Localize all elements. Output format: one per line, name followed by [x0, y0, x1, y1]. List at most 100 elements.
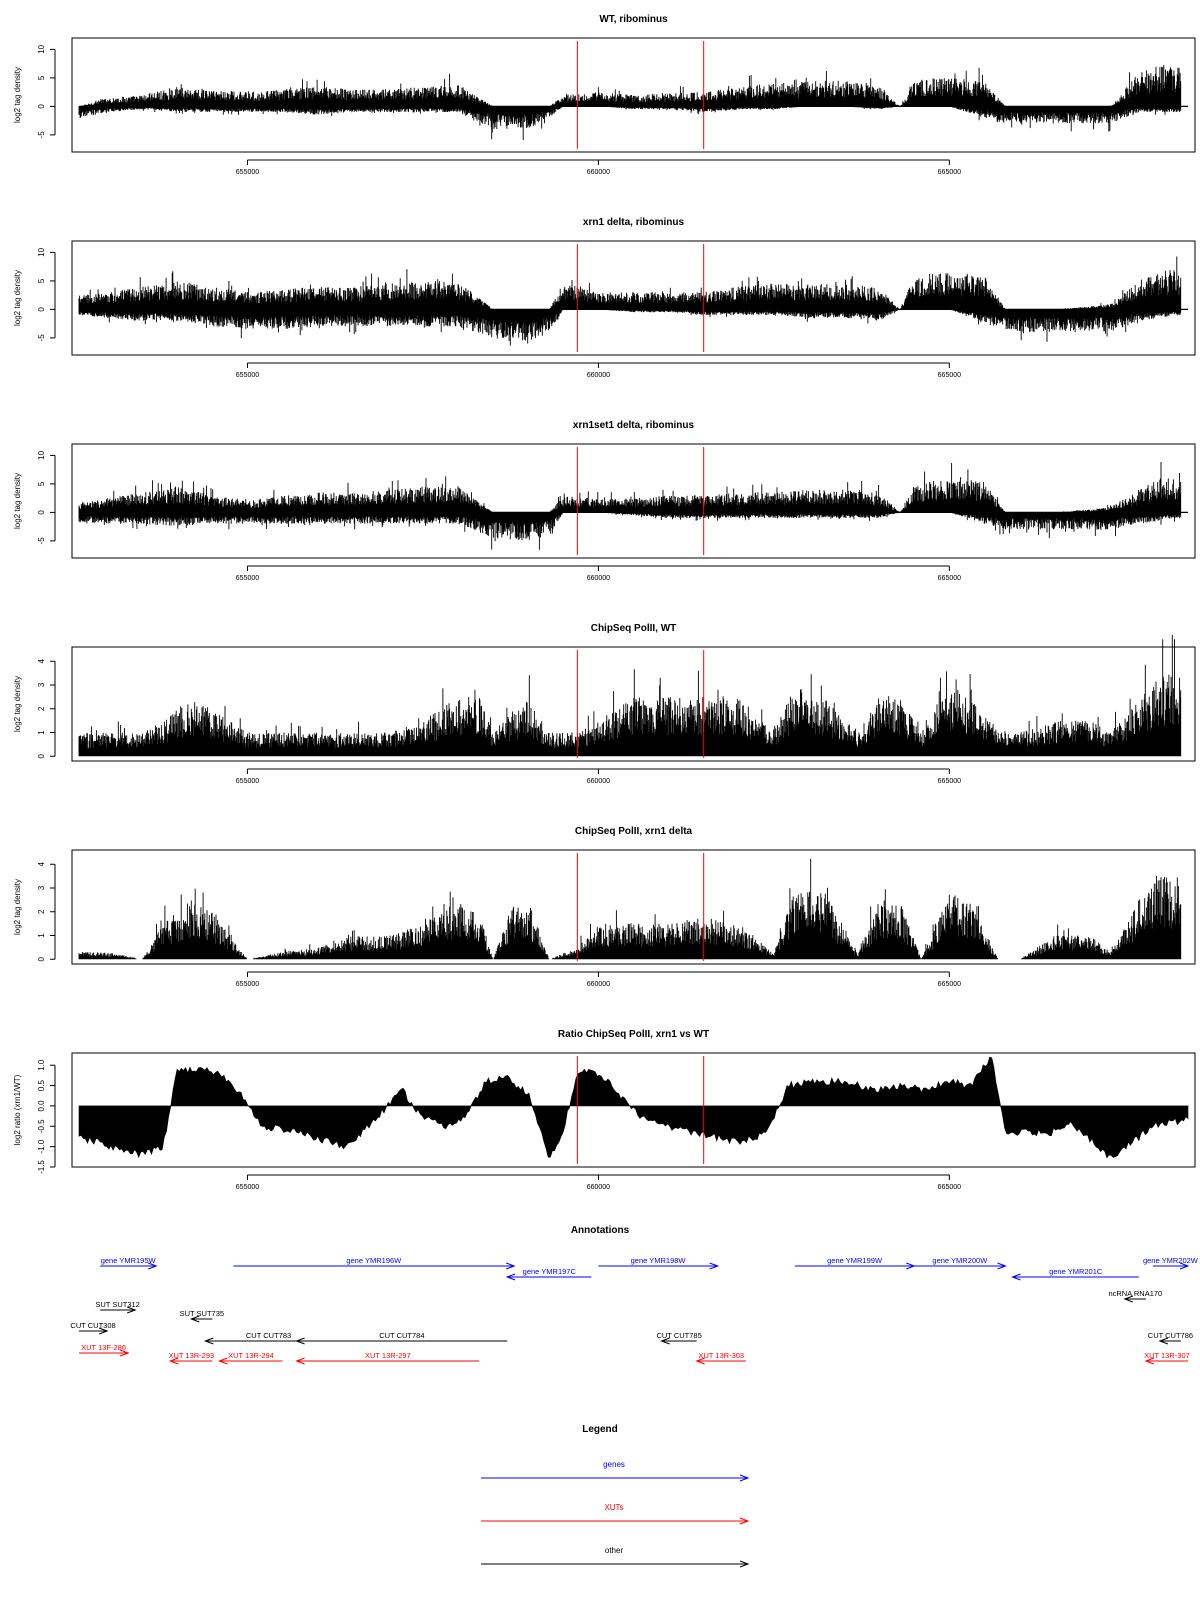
annotation-xut-13r-294: XUT 13R-294	[217, 1351, 283, 1365]
annotation-label: XUT 13R-294	[228, 1351, 274, 1360]
annotation-label: gene YMR198W	[631, 1256, 687, 1265]
annotation-arrowhead	[709, 1262, 720, 1270]
annotation-label: CUT CUT783	[246, 1331, 291, 1340]
y-axis-label: log2 tag density	[13, 676, 22, 732]
annotation-label: XUT 13R-303	[698, 1351, 744, 1360]
density-bars-minus	[78, 512, 1182, 550]
x-tick-label: 660000	[587, 778, 610, 785]
legend-arrowhead	[739, 1517, 750, 1525]
annotation-label: gene YMR201C	[1049, 1267, 1103, 1276]
legend-arrowhead	[739, 1474, 750, 1482]
chart-panel-2: xrn1 delta, ribominus -5 0 5 10 log2 tag dens…	[13, 217, 1196, 379]
y-axis-label: log2 tag density	[13, 879, 22, 935]
plot-frame	[71, 443, 1196, 559]
density-bars-plus	[78, 462, 1182, 513]
x-tick-label: 660000	[587, 575, 610, 582]
annotation-label: XUT 13R-297	[365, 1351, 411, 1360]
legend-label: genes	[603, 1460, 625, 1469]
y-tick-label: -1.0	[37, 1139, 46, 1153]
legend-label: XUTs	[604, 1503, 623, 1512]
annotation-arrowhead	[168, 1357, 179, 1365]
y-axis-label: log2 tag density	[13, 473, 22, 529]
plot-frame	[71, 646, 1196, 762]
chart-panel-5: ChipSeq PolII, xrn1 delta 0 1 2 3 4 log2 tag d…	[13, 826, 1196, 988]
x-tick-label: 655000	[236, 1184, 259, 1191]
legend-entry-other: other	[481, 1546, 750, 1568]
annotation-label: SUT SUT735	[180, 1309, 224, 1318]
density-bars-minus	[78, 106, 1182, 140]
annotation-label: gene YMR199W	[827, 1256, 883, 1265]
annotation-arrowhead	[1144, 1357, 1155, 1365]
annotation-gene-ymr201c: gene YMR201C	[1011, 1267, 1139, 1281]
plot-frame	[71, 1052, 1196, 1168]
annotation-xut-13f-286: XUT 13F-286	[79, 1343, 130, 1357]
x-tick-label: 660000	[587, 981, 610, 988]
y-tick-label: 0.0	[37, 1100, 46, 1112]
annotations-title: Annotations	[571, 1225, 630, 1236]
y-axis-label: log2 ratio (xrn1/WT)	[13, 1074, 22, 1145]
chart-panel-3: xrn1set1 delta, ribominus -5 0 5 10 log2 tag …	[13, 420, 1196, 582]
annotation-label: XUT 13R-293	[168, 1351, 214, 1360]
y-tick-label: 0	[37, 307, 46, 312]
ratio-area	[78, 1056, 1189, 1159]
y-tick-label: 0	[37, 510, 46, 515]
annotation-gene-ymr199w: gene YMR199W	[794, 1256, 916, 1270]
annotation-cut-cut786: CUT CUT786	[1148, 1331, 1193, 1345]
y-tick-label: 3	[37, 885, 46, 890]
annotation-arrowhead	[1123, 1295, 1133, 1303]
x-tick-label: 665000	[938, 372, 961, 379]
y-tick-label: 10	[37, 44, 46, 53]
y-tick-label: 5	[37, 481, 46, 486]
x-tick-label: 655000	[236, 778, 259, 785]
chart-title: ChipSeq PolII, xrn1 delta	[575, 826, 693, 837]
x-tick-label: 660000	[587, 1184, 610, 1191]
plot-frame	[71, 240, 1196, 356]
chart-title: Ratio ChipSeq PolII, xrn1 vs WT	[558, 1029, 709, 1040]
y-tick-label: 2	[37, 706, 46, 711]
legend-title: Legend	[582, 1424, 618, 1435]
chart-title: WT, ribominus	[599, 14, 668, 25]
annotation-xut-13r-307: XUT 13R-307	[1144, 1351, 1190, 1365]
x-tick-label: 655000	[236, 575, 259, 582]
annotation-arrowhead	[203, 1337, 214, 1345]
annotation-gene-ymr202w: gene YMR202W	[1143, 1256, 1199, 1270]
y-tick-label: 0	[37, 104, 46, 109]
annotation-arrowhead	[189, 1315, 200, 1323]
annotation-xut-13r-303: XUT 13R-303	[695, 1351, 746, 1365]
annotation-gene-ymr198w: gene YMR198W	[598, 1256, 720, 1270]
annotation-sut-sut735: SUT SUT735	[180, 1309, 224, 1323]
annotation-arrowhead	[505, 1273, 516, 1281]
annotation-label: CUT CUT785	[656, 1331, 701, 1340]
annotation-arrowhead	[660, 1337, 670, 1345]
annotation-arrowhead	[1179, 1262, 1190, 1270]
annotation-label: gene YMR202W	[1143, 1256, 1199, 1265]
annotation-cut-cut783: CUT CUT783	[203, 1331, 332, 1345]
annotation-label: CUT CUT786	[1148, 1331, 1193, 1340]
y-tick-label: 4	[37, 658, 46, 663]
annotation-arrowhead	[148, 1262, 158, 1270]
chart-title: ChipSeq PolII, WT	[591, 623, 677, 634]
legend-arrowhead	[739, 1560, 750, 1568]
x-tick-label: 655000	[236, 981, 259, 988]
annotation-label: XUT 13F-286	[81, 1343, 126, 1352]
chart-title: xrn1set1 delta, ribominus	[573, 420, 695, 431]
y-axis-label: log2 tag density	[13, 67, 22, 123]
annotation-arrowhead	[98, 1327, 109, 1335]
annotation-arrowhead	[295, 1357, 305, 1365]
x-tick-label: 655000	[236, 372, 259, 379]
y-tick-label: -1.5	[37, 1160, 46, 1174]
annotation-gene-ymr197c: gene YMR197C	[505, 1267, 592, 1281]
x-tick-label: 665000	[938, 169, 961, 176]
annotation-sut-sut312: SUT SUT312	[95, 1300, 140, 1314]
x-tick-label: 660000	[587, 169, 610, 176]
y-tick-label: 2	[37, 909, 46, 914]
annotation-label: SUT SUT312	[95, 1300, 139, 1309]
annotations-panel: Annotations gene YMR195W gene YMR196W gene …	[70, 1225, 1199, 1365]
y-tick-label: 0	[37, 956, 46, 961]
x-tick-label: 665000	[938, 981, 961, 988]
annotation-cut-cut784: CUT CUT784	[295, 1331, 508, 1345]
plot-frame	[71, 849, 1196, 965]
y-tick-label: -5	[37, 334, 46, 342]
density-bars-plus	[79, 65, 1182, 107]
